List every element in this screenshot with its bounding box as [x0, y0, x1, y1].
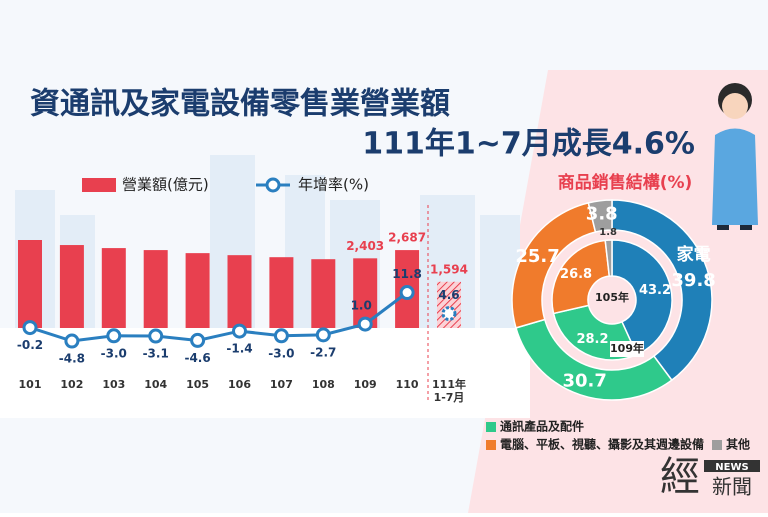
growth-point — [64, 333, 80, 349]
growth-value-label: 11.8 — [392, 267, 422, 281]
x-tick-label: 107 — [270, 378, 293, 391]
growth-value-label: -4.8 — [59, 352, 85, 366]
donut-value-label: 3.8 — [586, 204, 618, 225]
legend-swatch — [712, 440, 722, 450]
legend-swatch — [82, 178, 116, 192]
donut-value-label: 1.8 — [599, 227, 617, 238]
donut-value-label: 28.2 — [576, 332, 608, 347]
donut-segment — [604, 239, 613, 277]
x-tick-label: 111年 1-7月 — [432, 377, 466, 404]
donut-segment — [551, 239, 611, 315]
growth-value-label: -0.2 — [17, 338, 43, 352]
bar-value-label: 2,687 — [388, 231, 426, 245]
growth-point — [232, 323, 247, 339]
growth-point — [148, 328, 164, 344]
x-tick-label: 105 — [186, 378, 209, 391]
donut-segment — [611, 199, 713, 382]
donut-value-label: 30.7 — [562, 371, 606, 392]
donut-value-label: 39.8 — [671, 270, 715, 291]
donut-category-label: 家電 — [677, 244, 711, 265]
x-tick-label: 101 — [19, 378, 42, 391]
legend-swatch — [486, 440, 496, 450]
x-tick-label: 109 — [354, 378, 377, 391]
legend-label: 其他 — [726, 437, 750, 452]
growth-point — [273, 328, 289, 344]
bar — [185, 253, 210, 328]
ring-label-bg — [610, 341, 644, 357]
bar — [59, 245, 84, 328]
x-tick-label: 106 — [228, 378, 251, 391]
growth-value-label: -3.0 — [268, 346, 294, 360]
growth-point — [399, 285, 415, 301]
growth-point — [22, 320, 38, 336]
legend-swatch — [486, 422, 496, 432]
growth-value-label: 4.6 — [438, 288, 459, 302]
legend-label: 電腦、平板、視聽、攝影及其週邊設備 — [500, 437, 704, 452]
growth-value-label: -2.7 — [310, 345, 336, 359]
bar — [227, 255, 252, 328]
growth-value-label: 1.0 — [351, 299, 372, 313]
growth-point — [357, 316, 373, 332]
growth-point — [190, 332, 206, 348]
ring-label: 105年 — [595, 290, 629, 304]
legend-label: 年增率(%) — [298, 176, 369, 194]
x-tick-label: 110 — [396, 378, 419, 391]
logo-text: NEWS — [715, 462, 748, 473]
growth-point — [315, 327, 331, 343]
bar — [143, 250, 168, 328]
donut-title: 商品銷售結構(%) — [558, 172, 693, 193]
donut-value-label: 43.2 — [639, 283, 671, 298]
growth-value-label: -3.0 — [101, 346, 127, 360]
bar — [437, 281, 461, 328]
legend-swatch — [265, 177, 281, 193]
bar — [311, 259, 336, 328]
legend-label: 通訊產品及配件 — [500, 419, 584, 434]
growth-value-label: -3.1 — [143, 347, 169, 361]
x-tick-label: 103 — [102, 378, 125, 391]
logo: 經 NEWS 新聞 — [660, 454, 760, 500]
title-line: 111年1~7月成長4.6% — [362, 127, 695, 162]
bar — [269, 257, 294, 328]
donut-segment — [611, 239, 673, 356]
logo-text: 新聞 — [712, 475, 752, 499]
growth-value-label: -1.4 — [226, 342, 252, 356]
floor — [0, 328, 530, 418]
bar — [18, 240, 42, 328]
growth-point — [106, 328, 122, 344]
x-tick-label: 102 — [60, 378, 83, 391]
bar-value-label: 1,594 — [430, 262, 468, 276]
donut-segment — [587, 199, 613, 233]
ring-label: 109年 — [610, 341, 644, 355]
donut-value-label: 26.8 — [560, 267, 592, 282]
bar — [101, 248, 126, 328]
x-tick-label: 104 — [144, 378, 167, 391]
logo-text: 經 — [660, 454, 700, 500]
donut-value-label: 25.7 — [515, 246, 559, 267]
x-tick-label: 108 — [312, 378, 335, 391]
pink-panel — [468, 70, 768, 513]
growth-value-label: -4.6 — [184, 351, 210, 365]
legend-label: 營業額(億元) — [122, 176, 209, 194]
growth-line — [29, 291, 409, 343]
presenter — [712, 83, 758, 230]
growth-point — [441, 306, 457, 322]
title-line: 資通訊及家電設備零售業營業額 — [30, 87, 450, 122]
bar-value-label: 2,403 — [346, 239, 384, 253]
